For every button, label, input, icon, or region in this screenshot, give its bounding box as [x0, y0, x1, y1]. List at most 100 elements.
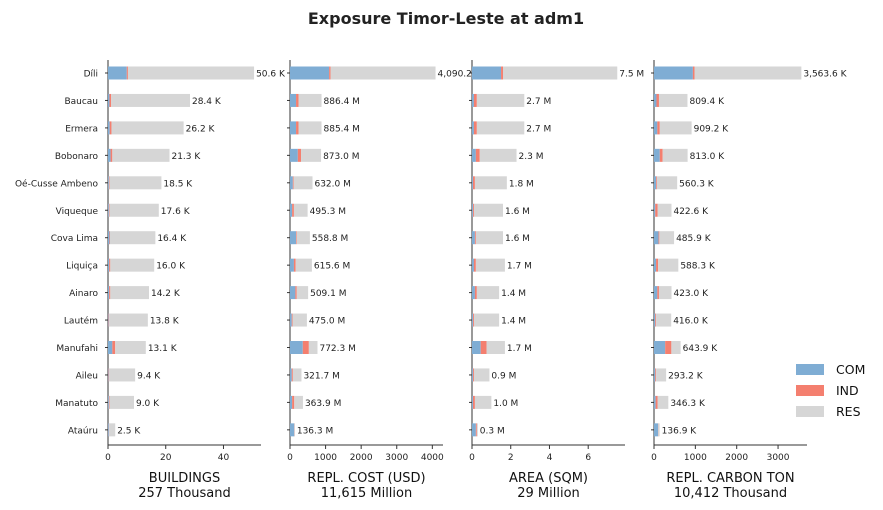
value-label: 1.0 M [493, 399, 518, 409]
value-label: 809.4 K [689, 97, 725, 107]
legend-label-com: COM [836, 362, 865, 377]
bar-com-liquica [654, 258, 657, 272]
bar-ind-viqueque [472, 203, 474, 217]
bar-ind-liquica [293, 258, 296, 272]
region-label-aileu: Aileu [76, 371, 98, 381]
bar-com-bobonaro [290, 148, 298, 162]
bar-ind-dili [692, 66, 695, 80]
bar-res-manatuto [294, 395, 303, 409]
bar-ind-manufahi [112, 341, 116, 354]
bar-ind-ermera [657, 121, 660, 135]
bar-ind-cova-lima [296, 231, 297, 245]
value-label: 293.2 K [668, 371, 704, 381]
bar-res-cova-lima [659, 231, 675, 245]
x-axis-total: 11,615 Million [321, 486, 412, 501]
bar-res-aileu [109, 368, 136, 382]
bar-com-baucau [472, 93, 474, 107]
bar-com-manufahi [290, 341, 303, 354]
value-label: 1.4 M [501, 289, 526, 299]
bar-com-dili [108, 66, 127, 80]
value-label: 17.6 K [161, 207, 191, 217]
value-label: 886.4 M [324, 97, 360, 107]
x-tick-label: 4000 [421, 453, 444, 463]
bar-res-baucau [476, 93, 525, 107]
bar-ind-dili [329, 66, 331, 80]
bar-com-atauru [654, 423, 659, 437]
bar-res-bobonaro [301, 148, 322, 162]
value-label: 3,563.6 K [803, 70, 847, 80]
region-label-liquica: Liquiça [66, 262, 98, 272]
bar-ind-cova-lima [109, 231, 111, 245]
bar-ind-cova-lima [474, 231, 476, 245]
value-label: 560.3 K [679, 179, 715, 189]
value-label: 2.7 M [526, 124, 551, 134]
bar-ind-aileu [472, 368, 474, 382]
region-label-ermera: Ermera [65, 124, 98, 134]
value-label: 485.9 K [676, 234, 712, 244]
value-label: 9.0 K [136, 399, 160, 409]
region-label-cova-lima: Cova Lima [51, 234, 98, 244]
x-axis-total: 29 Million [517, 486, 580, 501]
value-label: 1.6 M [505, 234, 530, 244]
value-label: 346.3 K [670, 399, 706, 409]
bar-com-bobonaro [472, 148, 476, 162]
region-label-oe-cusse-ambeno: Oé-Cusse Ambeno [15, 178, 99, 189]
value-label: 14.2 K [151, 289, 181, 299]
bar-ind-lautem [472, 313, 474, 327]
x-tick-label: 4 [547, 453, 553, 463]
bar-res-liquica [658, 258, 679, 272]
value-label: 0.9 M [491, 371, 516, 381]
bar-com-atauru [290, 423, 295, 437]
bar-res-aileu [656, 368, 667, 382]
bar-ind-lautem [291, 313, 293, 327]
bar-com-bobonaro [654, 148, 660, 162]
bar-com-atauru [472, 423, 476, 437]
x-tick-label: 2 [508, 453, 514, 463]
bar-com-ainaro [290, 286, 296, 300]
bar-ind-ermera [109, 121, 112, 135]
bar-ind-oe-cusse-ambeno [472, 176, 475, 190]
region-label-ainaro: Ainaro [69, 289, 98, 299]
bar-com-manufahi [472, 341, 481, 354]
value-label: 632.0 M [314, 179, 350, 189]
bar-ind-aileu [655, 368, 657, 382]
bar-ind-aileu [108, 368, 110, 382]
bar-res-liquica [475, 258, 505, 272]
bar-res-atauru [109, 423, 116, 437]
bar-com-viqueque [108, 203, 109, 217]
bar-com-bobonaro [108, 148, 111, 162]
bar-res-bobonaro [479, 148, 517, 162]
region-label-dili: Díli [84, 70, 98, 80]
bar-com-cova-lima [108, 231, 110, 245]
bar-com-manatuto [654, 395, 656, 409]
bar-com-ainaro [108, 286, 110, 300]
bar-com-lautem [654, 313, 656, 327]
bar-res-oe-cusse-ambeno [656, 176, 678, 190]
legend-swatch-com [796, 364, 824, 375]
x-tick-label: 1000 [684, 453, 707, 463]
bar-com-cova-lima [654, 231, 659, 245]
bar-com-baucau [654, 93, 657, 107]
value-label: 2.5 K [117, 426, 141, 436]
bar-ind-bobonaro [475, 148, 480, 162]
value-label: 873.0 M [323, 152, 359, 162]
value-label: 909.2 K [694, 124, 730, 134]
bar-res-manufahi [486, 341, 505, 354]
value-label: 588.3 K [680, 262, 716, 272]
bar-ind-lautem [655, 313, 657, 327]
bar-com-lautem [290, 313, 292, 327]
x-axis-title: AREA (SQM) [509, 471, 588, 486]
bar-res-manatuto [657, 395, 669, 409]
bar-com-viqueque [654, 203, 656, 217]
bar-res-bobonaro [662, 148, 688, 162]
bar-com-manufahi [108, 341, 113, 354]
value-label: 136.3 M [297, 426, 333, 436]
bar-res-ermera [659, 121, 692, 135]
bar-ind-bobonaro [110, 148, 113, 162]
bar-ind-manufahi [665, 341, 672, 354]
bar-res-ainaro [476, 286, 500, 300]
value-label: 1.8 M [509, 179, 534, 189]
bar-res-atauru [476, 423, 478, 437]
bar-res-bobonaro [112, 148, 170, 162]
bar-com-lautem [108, 313, 109, 327]
